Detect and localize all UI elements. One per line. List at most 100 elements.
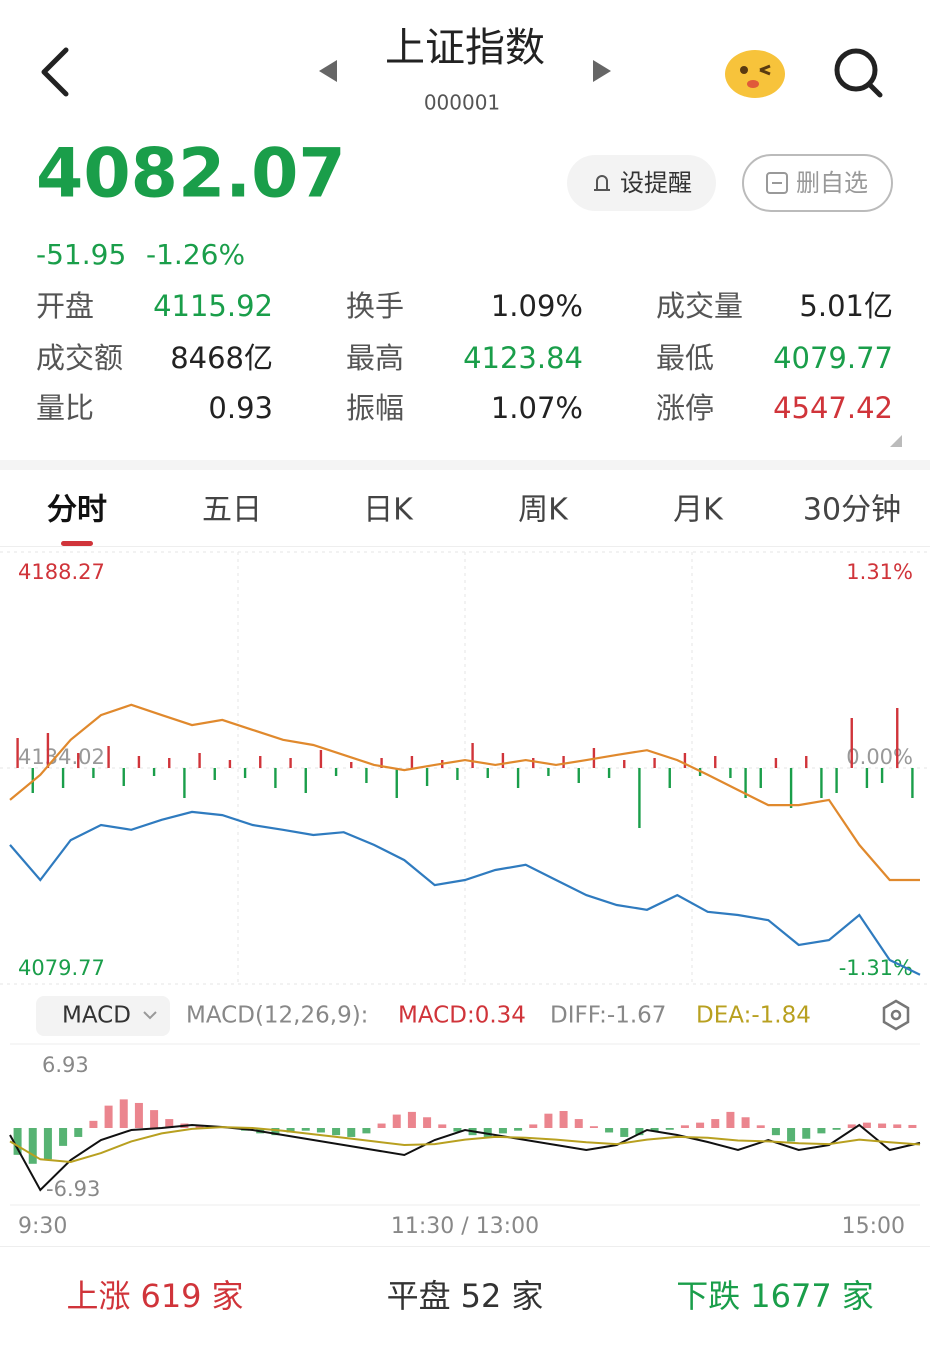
macd-bar (802, 1128, 811, 1139)
volume-bar (653, 758, 656, 768)
volume-bar (380, 758, 383, 768)
macd-bar (392, 1114, 401, 1128)
volume-bar (213, 768, 216, 780)
volume-bar (714, 756, 717, 768)
tab[interactable]: 周K (518, 493, 569, 528)
prev-index[interactable] (319, 60, 337, 82)
volume-bar (61, 768, 65, 788)
macd-bar (650, 1128, 659, 1132)
volume-bar (562, 756, 565, 768)
volume-bar (774, 758, 778, 768)
tab[interactable]: 日K (363, 493, 414, 528)
breadth-unit: 家 (511, 1277, 543, 1315)
stat-value: 4547.42 (773, 391, 893, 425)
volume-bar (198, 753, 201, 768)
volume-bar (152, 768, 156, 776)
macd-bar (332, 1128, 341, 1136)
change: -51.95 (36, 238, 126, 271)
macd-bar (438, 1124, 447, 1128)
volume-bar (304, 768, 307, 793)
alert-label: 设提醒 (620, 169, 692, 197)
expand-corner[interactable] (890, 435, 902, 447)
stat-value: 5.01亿 (799, 289, 893, 323)
dea-value: DEA:-1.84 (696, 1003, 811, 1029)
macd-bar (726, 1111, 735, 1128)
stat-label: 振幅 (346, 391, 404, 425)
volume-bar (77, 753, 80, 768)
y-tick-label: 4188.27 (18, 560, 105, 584)
macd-bar (28, 1128, 37, 1164)
volume-bar (183, 768, 186, 798)
tab[interactable]: 30分钟 (803, 493, 901, 528)
macd-bar (787, 1128, 796, 1142)
volume-bar (880, 768, 884, 783)
macd-bar (301, 1128, 310, 1131)
breadth-count: 1677 (750, 1277, 831, 1315)
macd-bar (43, 1128, 52, 1160)
macd-bar (878, 1123, 887, 1128)
breadth-item: 上涨 619 家 (66, 1277, 243, 1315)
volume-bar (789, 768, 793, 808)
breadth-unit: 家 (842, 1277, 874, 1315)
breadth-item: 平盘 52 家 (387, 1277, 544, 1315)
macd-bar (847, 1124, 856, 1128)
stat-label: 涨停 (656, 391, 714, 425)
breadth-count: 619 (140, 1277, 201, 1315)
volume-bar (319, 750, 323, 768)
stat-value: 4115.92 (153, 289, 273, 323)
macd-bar (832, 1128, 841, 1130)
y2-tick-label: 0.00% (846, 745, 913, 769)
settings-icon[interactable] (882, 999, 910, 1031)
volume-bar (365, 768, 368, 783)
macd-bar (347, 1128, 356, 1137)
volume-bar (122, 768, 125, 786)
macd-value: MACD:0.34 (398, 1003, 526, 1029)
price-line (9, 703, 920, 882)
volume-bar (623, 760, 626, 768)
next-index[interactable] (593, 60, 611, 82)
macd-bar (119, 1099, 128, 1128)
x-tick-label: 15:00 (842, 1214, 905, 1239)
stat-label: 换手 (346, 289, 404, 323)
volume-bar (289, 758, 292, 768)
remove-label: 删自选 (796, 169, 868, 197)
tab-divider (0, 546, 930, 547)
y-tick-label: 4134.02 (18, 745, 105, 769)
tab[interactable]: 月K (673, 493, 724, 528)
breadth-unit: 家 (212, 1277, 244, 1315)
volume-bar (350, 762, 353, 768)
mascot-icon[interactable] (725, 50, 785, 98)
stat-value: 0.93 (208, 391, 273, 425)
macd-bar (589, 1126, 598, 1128)
volume-bar (243, 768, 247, 778)
volume-bar (228, 760, 232, 768)
tab[interactable]: 分时 (47, 493, 107, 528)
tab[interactable]: 五日 (202, 493, 262, 528)
search-button[interactable] (834, 48, 883, 98)
volume-bar (820, 768, 823, 798)
macd-bar (559, 1111, 568, 1128)
macd-selector[interactable]: MACD (36, 996, 170, 1036)
remove-button[interactable]: 删自选 (742, 154, 893, 212)
stat-label: 最低 (656, 341, 714, 375)
back-button[interactable] (41, 47, 69, 97)
volume-bar (486, 768, 489, 778)
macd-bar (529, 1124, 538, 1128)
active-tab-indicator (61, 541, 93, 546)
volume-bar (744, 768, 747, 798)
stat-value: 1.07% (491, 391, 583, 425)
price: 4082.07 (36, 135, 346, 214)
macd-bar (498, 1128, 507, 1134)
macd-bar (771, 1128, 780, 1136)
volume-bar (683, 753, 687, 768)
alert-button[interactable]: 设提醒 (567, 155, 716, 211)
macd-bar (696, 1122, 705, 1128)
change-pct: -1.26% (146, 238, 245, 271)
stat-label: 量比 (36, 391, 94, 425)
macd-bar (407, 1111, 416, 1128)
volume-bar (547, 768, 550, 776)
x-tick-label: 9:30 (18, 1214, 67, 1239)
volume-bar (259, 756, 262, 768)
macd-bar (908, 1124, 917, 1128)
